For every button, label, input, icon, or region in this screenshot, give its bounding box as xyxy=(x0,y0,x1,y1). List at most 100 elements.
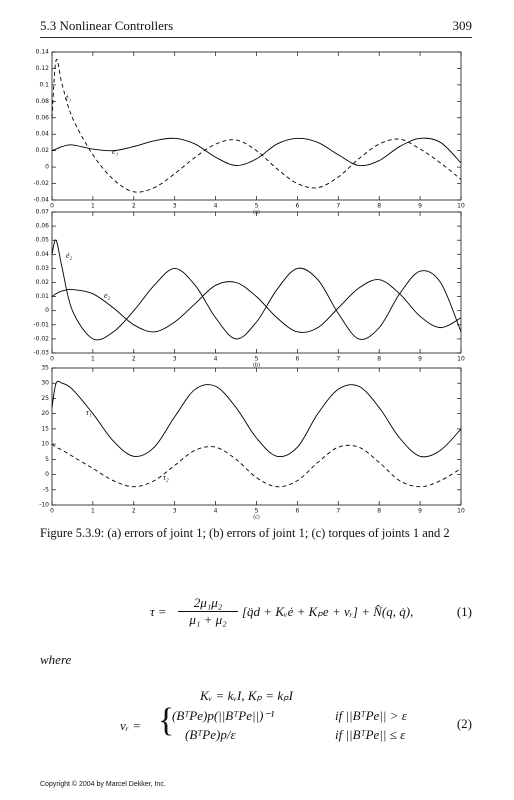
x-tick-label: 6 xyxy=(295,203,299,210)
x-tick-label: 10 xyxy=(457,203,465,210)
series-line xyxy=(51,443,462,488)
x-tick-label: 5 xyxy=(255,356,259,363)
y-tick-label: 0.02 xyxy=(36,279,50,286)
y-tick-label: 0.07 xyxy=(36,209,50,216)
x-tick-label: 5 xyxy=(255,203,259,210)
x-tick-label: 3 xyxy=(173,508,177,515)
x-tick-label: 3 xyxy=(173,356,177,363)
y-tick-label: 0.08 xyxy=(36,98,50,105)
x-tick-label: 5 xyxy=(255,508,259,515)
y-tick-label: -0.03 xyxy=(33,350,49,357)
section-header: 5.3 Nonlinear Controllers xyxy=(40,18,174,33)
figure: -0.04 -0.02 0 0.02 0.04 0.06 0.08 0.1 0.12 0.14 0 1… xyxy=(33,49,465,521)
eq1-number: (1) xyxy=(456,604,472,619)
x-tick-label: 7 xyxy=(336,356,340,363)
series-label: ė₂ xyxy=(66,251,73,260)
x-tick-label: 2 xyxy=(132,203,136,210)
series-line xyxy=(51,279,462,333)
eq2-case2: (BᵀPe)p/ε xyxy=(185,727,236,742)
plot-frame xyxy=(51,51,462,201)
x-tick-label: 8 xyxy=(377,508,381,515)
where: where xyxy=(40,652,72,667)
eq2-cond1: if ||BᵀPe|| > ε xyxy=(335,708,407,723)
eq1-numerator: 2μ₁μ₂ xyxy=(193,595,223,610)
x-tick-label: 9 xyxy=(418,508,422,515)
x-tick-label: 3 xyxy=(173,203,177,210)
y-tick-label: -0.02 xyxy=(33,335,49,342)
y-tick-label: -0.02 xyxy=(33,180,49,187)
x-tick-label: 8 xyxy=(377,356,381,363)
x-tick-label: 9 xyxy=(418,203,422,210)
x-axis-label: (b) xyxy=(253,363,260,369)
series-line xyxy=(51,58,462,193)
page-number: 309 xyxy=(452,18,473,33)
x-axis-label: (c) xyxy=(253,515,260,521)
y-tick-label: 0.02 xyxy=(36,147,50,154)
x-tick-label: 4 xyxy=(214,508,218,515)
y-tick-label: -0.01 xyxy=(33,321,49,328)
caption: Figure 5.3.9: (a) errors of joint 1; (b)… xyxy=(40,526,450,540)
eq1-lhs: τ = xyxy=(150,604,167,619)
x-tick-label: 1 xyxy=(91,203,95,210)
y-tick-label: 0.01 xyxy=(36,293,50,300)
series-label: e₂ xyxy=(104,291,111,300)
eq2-lhs: vᵣ = xyxy=(120,718,141,733)
y-tick-label: 35 xyxy=(41,365,49,372)
y-tick-label: 0 xyxy=(45,164,49,171)
series-label: τ₁ xyxy=(86,408,92,417)
eq2-cond2: if ||BᵀPe|| ≤ ε xyxy=(335,727,406,742)
y-tick-label: 0 xyxy=(45,471,49,478)
y-tick-label: 0.12 xyxy=(36,65,50,72)
x-tick-label: 9 xyxy=(418,356,422,363)
x-tick-label: 10 xyxy=(457,508,465,515)
x-tick-label: 2 xyxy=(132,508,136,515)
x-tick-label: 4 xyxy=(214,203,218,210)
x-tick-label: 7 xyxy=(336,203,340,210)
series-line xyxy=(51,239,462,341)
x-tick-label: 6 xyxy=(295,508,299,515)
series-label: ė₁ xyxy=(65,93,72,102)
series-line xyxy=(51,380,462,458)
x-tick-label: 10 xyxy=(457,356,465,363)
y-tick-label: 10 xyxy=(41,441,49,448)
y-tick-label: 0.04 xyxy=(36,131,50,138)
x-tick-label: 0 xyxy=(50,508,54,515)
y-tick-label: -5 xyxy=(43,486,49,493)
eq1-rest: [q̈d + Kᵥė + Kₚe + vᵣ] + N̂(q, q̇), xyxy=(242,604,414,619)
x-tick-label: 1 xyxy=(91,356,95,363)
y-tick-label: 0 xyxy=(45,307,49,314)
x-tick-label: 4 xyxy=(214,356,218,363)
x-tick-label: 2 xyxy=(132,356,136,363)
y-tick-label: 0.03 xyxy=(36,265,50,272)
y-tick-label: 15 xyxy=(41,425,49,432)
eq2-gains: Kᵥ = kᵥI, Kₚ = kₚI xyxy=(200,688,293,703)
eq2-case1: (BᵀPe)p(||BᵀPe||)⁻¹ xyxy=(172,708,275,723)
series-line xyxy=(51,137,462,167)
y-tick-label: 20 xyxy=(41,410,49,417)
x-tick-label: 0 xyxy=(50,356,54,363)
y-tick-label: 0.1 xyxy=(39,81,49,88)
eq1-fraction: 2μ₁μ₂ μ₁ + μ₂ xyxy=(178,595,238,628)
eq1-denominator: μ₁ + μ₂ xyxy=(178,611,238,628)
x-tick-label: 1 xyxy=(91,508,95,515)
y-tick-label: 5 xyxy=(45,456,49,463)
x-tick-label: 0 xyxy=(50,203,54,210)
y-tick-label: 0.06 xyxy=(36,114,50,121)
x-tick-label: 7 xyxy=(336,508,340,515)
x-tick-label: 8 xyxy=(377,203,381,210)
y-tick-label: 25 xyxy=(41,395,49,402)
y-tick-label: 30 xyxy=(41,380,49,387)
series-label: e₁ xyxy=(112,147,119,156)
series-label: τ₂ xyxy=(163,473,169,482)
y-tick-label: 0.06 xyxy=(36,223,50,230)
copyright: Copyright © 2004 by Marcel Dekker, Inc. xyxy=(40,781,166,788)
y-tick-label: 0.14 xyxy=(36,49,50,56)
brace: { xyxy=(158,702,175,739)
y-tick-label: 0.05 xyxy=(36,237,50,244)
y-tick-label: 0.04 xyxy=(36,251,50,258)
y-tick-label: -0.04 xyxy=(33,197,49,204)
y-tick-label: -10 xyxy=(39,502,49,509)
eq2-number: (2) xyxy=(456,716,472,731)
plot-frame xyxy=(51,367,462,506)
